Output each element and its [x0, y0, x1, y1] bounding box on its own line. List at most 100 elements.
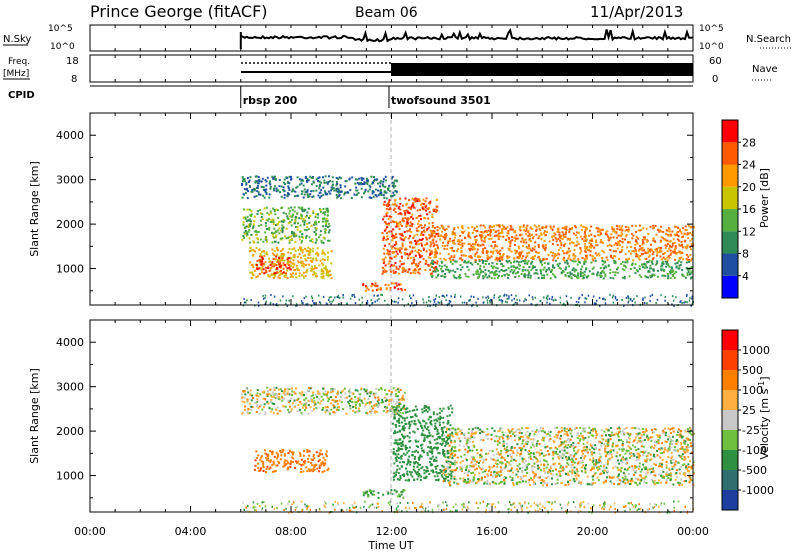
data-cell: [429, 211, 431, 213]
data-cell: [670, 252, 672, 254]
data-cell: [468, 276, 470, 278]
data-cell: [274, 232, 276, 234]
data-cell: [384, 201, 386, 203]
data-cell: [257, 275, 259, 277]
data-cell: [495, 267, 497, 269]
data-cell: [501, 259, 503, 261]
data-cell: [439, 302, 441, 304]
data-cell: [339, 194, 341, 196]
data-cell: [511, 236, 513, 238]
data-cell: [414, 268, 416, 270]
data-cell: [488, 263, 490, 265]
data-cell: [290, 273, 292, 275]
data-cell: [427, 435, 429, 437]
data-cell: [558, 234, 560, 236]
data-cell: [302, 249, 304, 251]
data-cell: [601, 241, 603, 243]
data-cell: [454, 277, 456, 279]
data-cell: [249, 403, 251, 405]
data-cell: [634, 267, 636, 269]
data-cell: [328, 271, 330, 273]
data-cell: [311, 395, 313, 397]
data-cell: [417, 471, 419, 473]
data-cell: [637, 484, 639, 486]
data-cell: [288, 207, 290, 209]
data-cell: [508, 256, 510, 258]
data-cell: [394, 203, 396, 205]
data-cell: [428, 473, 430, 475]
data-cell: [451, 411, 453, 413]
data-cell: [487, 256, 489, 258]
data-cell: [308, 468, 310, 470]
data-cell: [450, 295, 452, 297]
data-cell: [361, 297, 363, 299]
data-cell: [322, 194, 324, 196]
data-cell: [333, 299, 335, 301]
data-cell: [363, 192, 365, 194]
data-cell: [378, 402, 380, 404]
data-cell: [300, 471, 302, 473]
data-cell: [415, 413, 417, 415]
data-cell: [647, 248, 649, 250]
data-cell: [324, 470, 326, 472]
data-cell: [275, 256, 277, 258]
data-cell: [326, 302, 328, 304]
data-cell: [521, 257, 523, 259]
data-cell: [595, 260, 597, 262]
data-cell: [433, 209, 435, 211]
data-cell: [679, 229, 681, 231]
data-cell: [303, 218, 305, 220]
data-cell: [449, 240, 451, 242]
data-cell: [411, 421, 413, 423]
nsearch-label: N.Search: [746, 34, 791, 45]
data-cell: [491, 226, 493, 228]
data-cell: [301, 236, 303, 238]
data-cell: [569, 446, 571, 448]
data-cell: [323, 296, 325, 298]
data-cell: [431, 261, 433, 263]
data-cell: [626, 246, 628, 248]
data-cell: [576, 301, 578, 303]
data-cell: [576, 231, 578, 233]
data-cell: [286, 460, 288, 462]
data-cell: [322, 277, 324, 279]
data-cell: [444, 245, 446, 247]
data-cell: [434, 475, 436, 477]
data-cell: [279, 274, 281, 276]
data-cell: [328, 175, 330, 177]
data-cell: [349, 388, 351, 390]
data-cell: [681, 302, 683, 304]
data-cell: [391, 412, 393, 414]
data-cell: [424, 269, 426, 271]
data-cell: [274, 276, 276, 278]
data-cell: [288, 187, 290, 189]
data-cell: [364, 405, 366, 407]
data-cell: [639, 274, 641, 276]
data-cell: [688, 261, 690, 263]
data-cell: [477, 263, 479, 265]
data-cell: [280, 300, 282, 302]
data-cell: [269, 180, 271, 182]
data-cell: [447, 423, 449, 425]
data-cell: [628, 298, 630, 300]
data-cell: [427, 454, 429, 456]
data-cell: [494, 294, 496, 296]
data-cell: [562, 250, 564, 252]
data-cell: [425, 422, 427, 424]
data-cell: [376, 411, 378, 413]
data-cell: [414, 423, 416, 425]
data-cell: [278, 185, 280, 187]
data-cell: [524, 273, 526, 275]
data-cell: [513, 266, 515, 268]
data-cell: [276, 452, 278, 454]
data-cell: [402, 395, 404, 397]
data-cell: [411, 476, 413, 478]
data-cell: [400, 458, 402, 460]
data-cell: [603, 251, 605, 253]
data-cell: [288, 452, 290, 454]
data-cell: [432, 239, 434, 241]
data-cell: [329, 229, 331, 231]
data-cell: [559, 263, 561, 265]
data-cell: [252, 240, 254, 242]
data-cell: [322, 187, 324, 189]
